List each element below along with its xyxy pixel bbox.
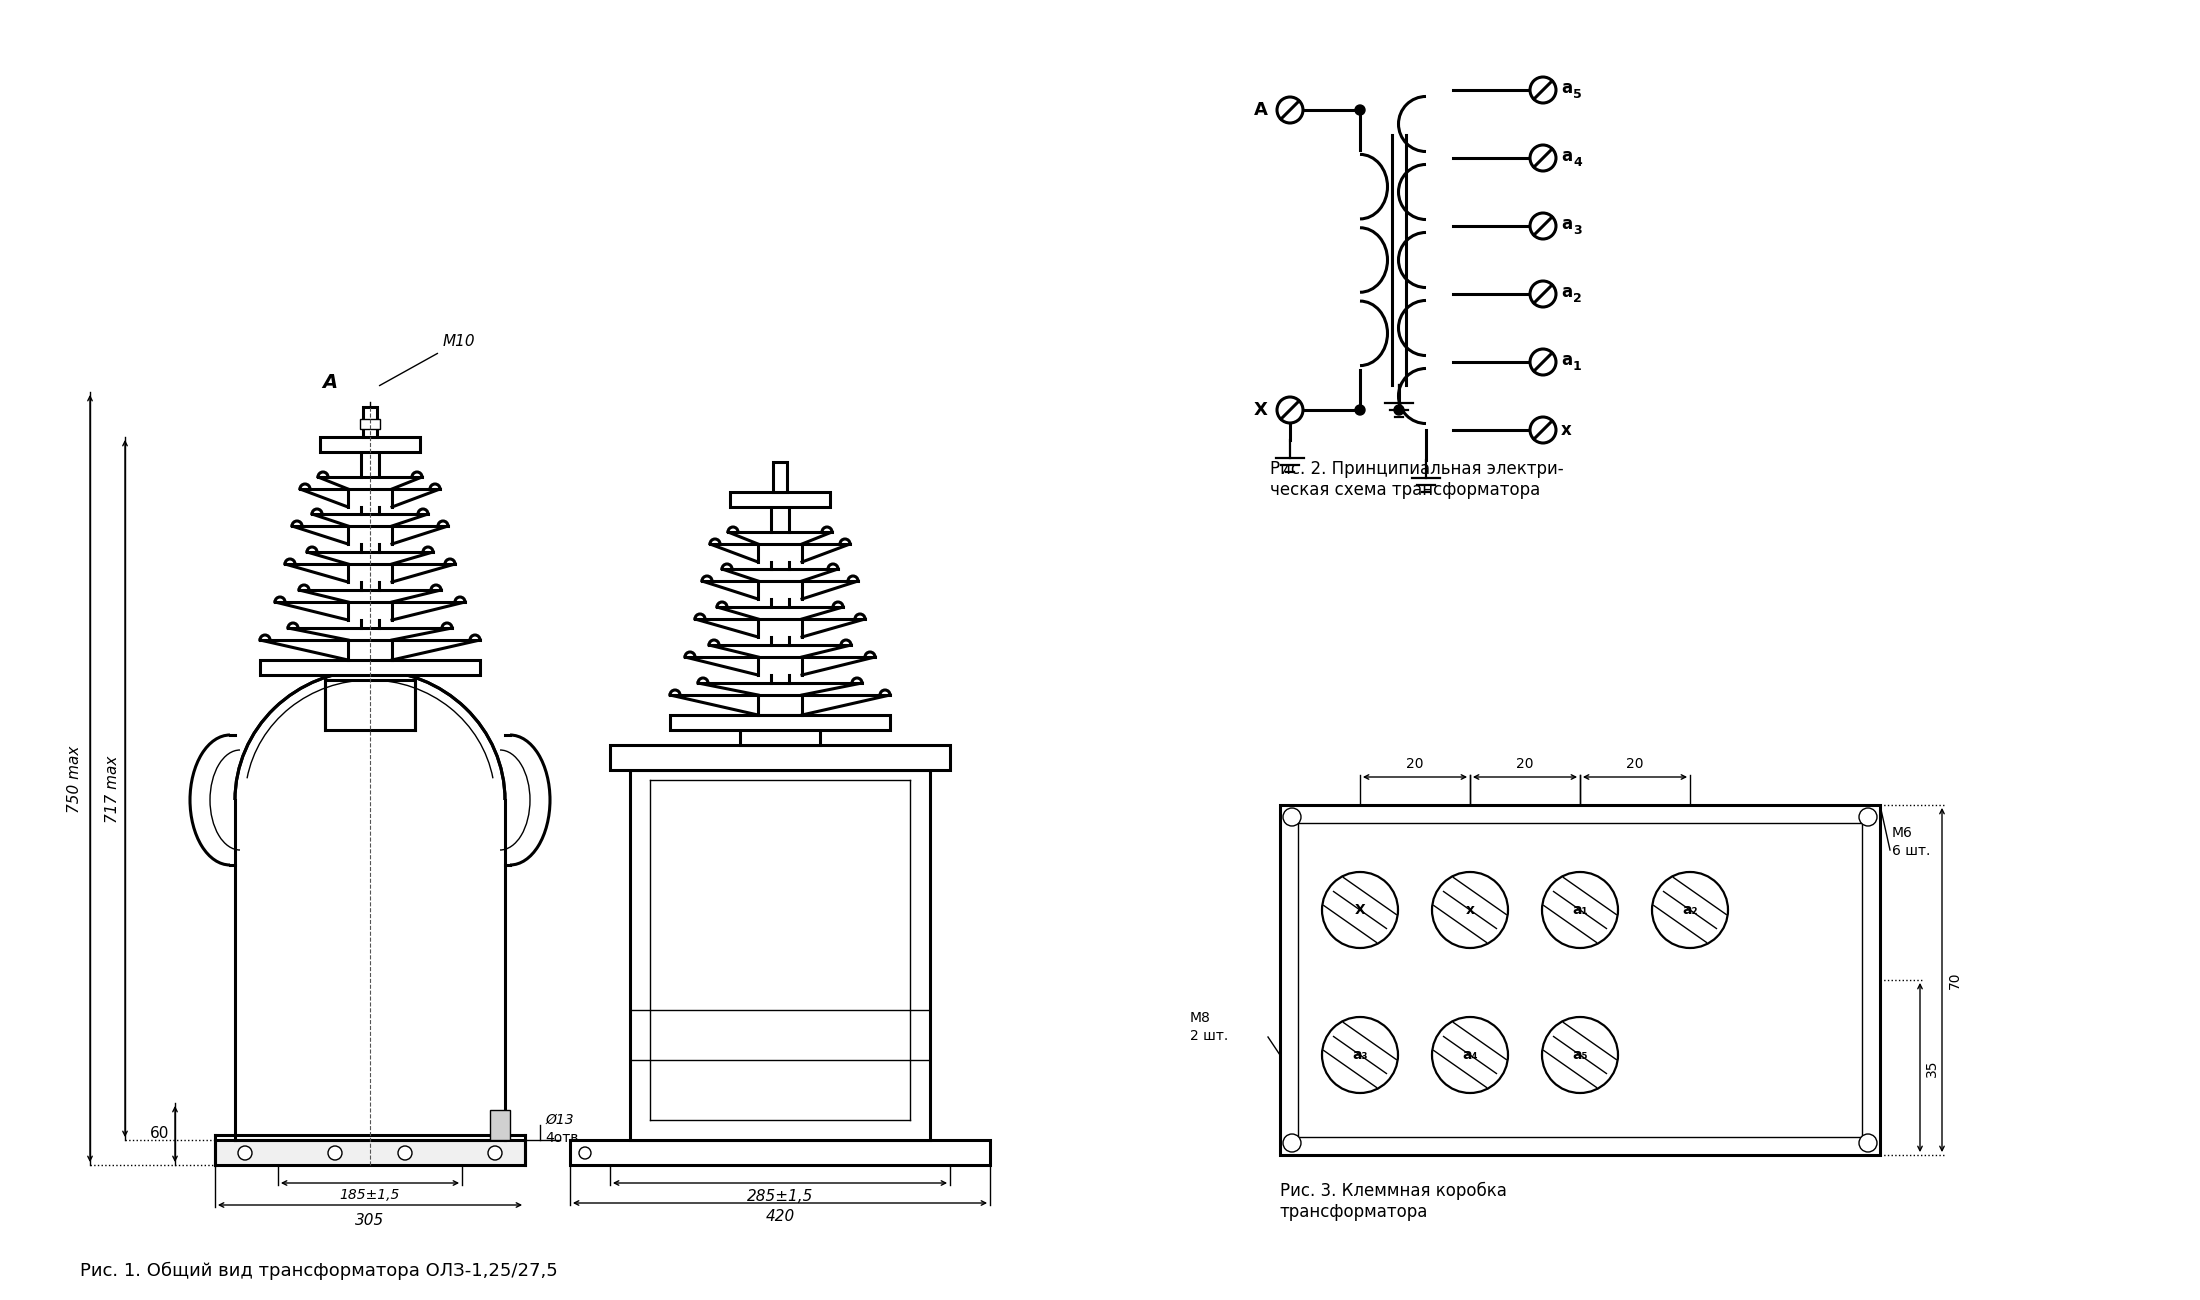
- Text: Рис. 2. Принципиальная электри-
ческая схема трансформатора: Рис. 2. Принципиальная электри- ческая с…: [1269, 460, 1564, 499]
- Text: Рис. 1. Общий вид трансформатора ОЛЗ-1,25/27,5: Рис. 1. Общий вид трансформатора ОЛЗ-1,2…: [79, 1262, 559, 1280]
- Circle shape: [579, 1147, 592, 1160]
- Text: x: x: [1562, 421, 1571, 439]
- Bar: [1280, 805, 1881, 1154]
- Text: a₃: a₃: [1353, 1048, 1368, 1062]
- Circle shape: [1529, 146, 1555, 172]
- Text: 185±1,5: 185±1,5: [339, 1188, 400, 1202]
- Circle shape: [398, 1147, 411, 1160]
- Text: X: X: [1254, 400, 1267, 419]
- Text: a₁: a₁: [1573, 903, 1588, 916]
- Text: a: a: [1562, 351, 1573, 369]
- Bar: [609, 745, 950, 770]
- Text: 60: 60: [150, 1127, 169, 1141]
- Bar: [326, 680, 416, 731]
- Text: x: x: [1465, 903, 1474, 916]
- Bar: [629, 770, 931, 1140]
- Text: 1: 1: [1573, 360, 1582, 373]
- Text: Ø13: Ø13: [546, 1113, 574, 1127]
- Bar: [260, 660, 480, 675]
- Bar: [363, 407, 376, 437]
- Text: a: a: [1562, 214, 1573, 233]
- Text: 285±1,5: 285±1,5: [746, 1190, 814, 1204]
- Circle shape: [1529, 417, 1555, 443]
- Circle shape: [1859, 1134, 1877, 1152]
- Circle shape: [1542, 872, 1617, 948]
- Circle shape: [1395, 406, 1404, 415]
- Circle shape: [1859, 809, 1877, 826]
- Text: 3: 3: [1573, 225, 1582, 238]
- Text: 35: 35: [1925, 1060, 1938, 1076]
- Text: M10: M10: [442, 334, 475, 348]
- Text: 20: 20: [1516, 757, 1533, 771]
- Circle shape: [1529, 348, 1555, 374]
- Circle shape: [238, 1147, 253, 1160]
- Circle shape: [1276, 396, 1302, 422]
- Text: M8: M8: [1190, 1011, 1210, 1024]
- Text: a: a: [1562, 79, 1573, 98]
- Text: a: a: [1562, 147, 1573, 165]
- Text: A: A: [1254, 101, 1267, 120]
- Text: 717 max: 717 max: [106, 755, 121, 823]
- Text: 305: 305: [356, 1213, 385, 1228]
- Bar: [772, 462, 788, 491]
- Text: a: a: [1562, 283, 1573, 302]
- Circle shape: [1529, 281, 1555, 307]
- Text: 20: 20: [1406, 757, 1423, 771]
- Circle shape: [1322, 1017, 1397, 1093]
- Bar: [491, 1110, 510, 1140]
- Text: M6: M6: [1892, 826, 1912, 840]
- Text: a₂: a₂: [1683, 903, 1698, 916]
- Circle shape: [1355, 406, 1364, 415]
- Circle shape: [488, 1147, 502, 1160]
- Bar: [671, 715, 891, 731]
- Bar: [730, 491, 829, 507]
- Circle shape: [1355, 105, 1364, 114]
- Text: X: X: [1355, 903, 1366, 916]
- Circle shape: [1276, 98, 1302, 124]
- Text: 420: 420: [766, 1209, 794, 1225]
- Bar: [739, 715, 821, 745]
- Bar: [1298, 823, 1861, 1138]
- Circle shape: [328, 1147, 341, 1160]
- Circle shape: [1283, 1134, 1300, 1152]
- Text: 5: 5: [1573, 88, 1582, 101]
- Text: A: A: [323, 373, 337, 393]
- Circle shape: [1542, 1017, 1617, 1093]
- Text: a₄: a₄: [1463, 1048, 1478, 1062]
- Text: 2: 2: [1573, 292, 1582, 306]
- Bar: [319, 437, 420, 452]
- Text: 70: 70: [1947, 971, 1962, 989]
- Circle shape: [1652, 872, 1727, 948]
- Bar: [361, 419, 381, 429]
- Circle shape: [1322, 872, 1397, 948]
- Text: 4отв.: 4отв.: [546, 1131, 583, 1145]
- Text: a₅: a₅: [1573, 1048, 1588, 1062]
- Bar: [570, 1140, 990, 1165]
- Circle shape: [1283, 809, 1300, 826]
- Text: 750 max: 750 max: [66, 745, 81, 812]
- Circle shape: [1529, 77, 1555, 103]
- Text: 2 шт.: 2 шт.: [1190, 1030, 1228, 1043]
- Circle shape: [1432, 872, 1507, 948]
- Text: 20: 20: [1626, 757, 1643, 771]
- Text: 6 шт.: 6 шт.: [1892, 844, 1929, 858]
- Circle shape: [1529, 213, 1555, 239]
- Text: Рис. 3. Клеммная коробка
трансформатора: Рис. 3. Клеммная коробка трансформатора: [1280, 1182, 1507, 1221]
- Bar: [216, 1140, 526, 1165]
- Text: 4: 4: [1573, 156, 1582, 169]
- Circle shape: [1432, 1017, 1507, 1093]
